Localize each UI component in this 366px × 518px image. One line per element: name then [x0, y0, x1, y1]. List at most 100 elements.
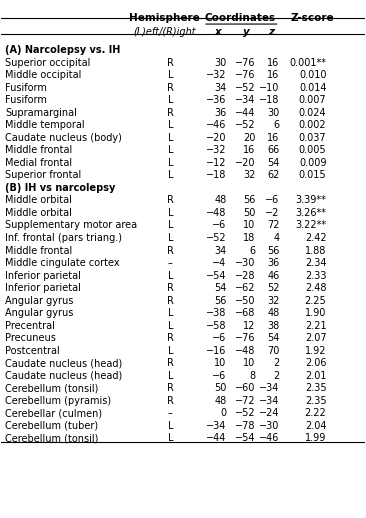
- Text: y: y: [243, 27, 250, 37]
- Text: 20: 20: [243, 133, 255, 143]
- Text: 2: 2: [273, 371, 280, 381]
- Text: Middle cingulate cortex: Middle cingulate cortex: [5, 258, 120, 268]
- Text: L: L: [168, 158, 173, 168]
- Text: 56: 56: [214, 296, 227, 306]
- Text: −30: −30: [259, 421, 280, 431]
- Text: −46: −46: [259, 433, 280, 443]
- Text: 3.22**: 3.22**: [295, 221, 326, 231]
- Text: 0: 0: [220, 408, 227, 418]
- Text: 52: 52: [267, 283, 280, 293]
- Text: Medial frontal: Medial frontal: [5, 158, 72, 168]
- Text: −52: −52: [235, 83, 255, 93]
- Text: −18: −18: [206, 170, 227, 180]
- Text: L: L: [168, 421, 173, 431]
- Text: 2.25: 2.25: [305, 296, 326, 306]
- Text: −54: −54: [235, 433, 255, 443]
- Text: Caudate nucleus (head): Caudate nucleus (head): [5, 358, 122, 368]
- Text: 48: 48: [268, 308, 280, 318]
- Text: Middle frontal: Middle frontal: [5, 246, 72, 255]
- Text: −6: −6: [212, 221, 227, 231]
- Text: −34: −34: [235, 95, 255, 105]
- Text: −34: −34: [259, 396, 280, 406]
- Text: Superior frontal: Superior frontal: [5, 170, 81, 180]
- Text: R: R: [167, 108, 174, 118]
- Text: 2.33: 2.33: [305, 270, 326, 281]
- Text: L: L: [168, 270, 173, 281]
- Text: Fusiform: Fusiform: [5, 83, 47, 93]
- Text: 2.04: 2.04: [305, 421, 326, 431]
- Text: 0.005: 0.005: [299, 146, 326, 155]
- Text: 54: 54: [214, 283, 227, 293]
- Text: R: R: [167, 296, 174, 306]
- Text: 54: 54: [267, 158, 280, 168]
- Text: 66: 66: [268, 146, 280, 155]
- Text: −78: −78: [235, 421, 255, 431]
- Text: (L)eft/(R)ight: (L)eft/(R)ight: [134, 27, 196, 37]
- Text: −36: −36: [206, 95, 227, 105]
- Text: 12: 12: [243, 321, 255, 330]
- Text: −6: −6: [212, 333, 227, 343]
- Text: R: R: [167, 83, 174, 93]
- Text: L: L: [168, 371, 173, 381]
- Text: Cerebellum (pyramis): Cerebellum (pyramis): [5, 396, 111, 406]
- Text: 0.024: 0.024: [299, 108, 326, 118]
- Text: 2.21: 2.21: [305, 321, 326, 330]
- Text: 16: 16: [268, 57, 280, 68]
- Text: (A) Narcolepsy vs. IH: (A) Narcolepsy vs. IH: [5, 45, 120, 55]
- Text: L: L: [168, 346, 173, 356]
- Text: 30: 30: [214, 57, 227, 68]
- Text: Z-score: Z-score: [290, 13, 334, 23]
- Text: −72: −72: [235, 396, 255, 406]
- Text: −32: −32: [206, 70, 227, 80]
- Text: z: z: [268, 27, 274, 37]
- Text: Caudate nucleus (body): Caudate nucleus (body): [5, 133, 122, 143]
- Text: 4: 4: [273, 233, 280, 243]
- Text: −46: −46: [206, 120, 227, 131]
- Text: L: L: [168, 95, 173, 105]
- Text: 1.99: 1.99: [305, 433, 326, 443]
- Text: Middle temporal: Middle temporal: [5, 120, 85, 131]
- Text: −34: −34: [259, 383, 280, 393]
- Text: Inferior parietal: Inferior parietal: [5, 270, 81, 281]
- Text: −48: −48: [206, 208, 227, 218]
- Text: −30: −30: [235, 258, 255, 268]
- Text: Inf. frontal (pars triang.): Inf. frontal (pars triang.): [5, 233, 122, 243]
- Text: L: L: [168, 208, 173, 218]
- Text: 1.90: 1.90: [305, 308, 326, 318]
- Text: Supramarginal: Supramarginal: [5, 108, 77, 118]
- Text: −44: −44: [206, 433, 227, 443]
- Text: −52: −52: [235, 408, 255, 418]
- Text: 16: 16: [243, 146, 255, 155]
- Text: 34: 34: [214, 246, 227, 255]
- Text: R: R: [167, 195, 174, 206]
- Text: 2.35: 2.35: [305, 383, 326, 393]
- Text: −60: −60: [235, 383, 255, 393]
- Text: L: L: [168, 146, 173, 155]
- Text: −20: −20: [206, 133, 227, 143]
- Text: –: –: [168, 408, 173, 418]
- Text: Cerebellum (tonsil): Cerebellum (tonsil): [5, 433, 98, 443]
- Text: −52: −52: [235, 120, 255, 131]
- Text: 10: 10: [243, 358, 255, 368]
- Text: −6: −6: [212, 371, 227, 381]
- Text: 46: 46: [268, 270, 280, 281]
- Text: −28: −28: [235, 270, 255, 281]
- Text: 34: 34: [214, 83, 227, 93]
- Text: −62: −62: [235, 283, 255, 293]
- Text: 0.037: 0.037: [299, 133, 326, 143]
- Text: 36: 36: [268, 258, 280, 268]
- Text: 1.92: 1.92: [305, 346, 326, 356]
- Text: (B) IH vs narcolepsy: (B) IH vs narcolepsy: [5, 183, 115, 193]
- Text: 2.06: 2.06: [305, 358, 326, 368]
- Text: 2.42: 2.42: [305, 233, 326, 243]
- Text: 6: 6: [273, 120, 280, 131]
- Text: 2.01: 2.01: [305, 371, 326, 381]
- Text: Fusiform: Fusiform: [5, 95, 47, 105]
- Text: 18: 18: [243, 233, 255, 243]
- Text: −18: −18: [259, 95, 280, 105]
- Text: 10: 10: [214, 358, 227, 368]
- Text: Hemisphere: Hemisphere: [130, 13, 200, 23]
- Text: Postcentral: Postcentral: [5, 346, 60, 356]
- Text: 32: 32: [243, 170, 255, 180]
- Text: Cerebellum (tuber): Cerebellum (tuber): [5, 421, 98, 431]
